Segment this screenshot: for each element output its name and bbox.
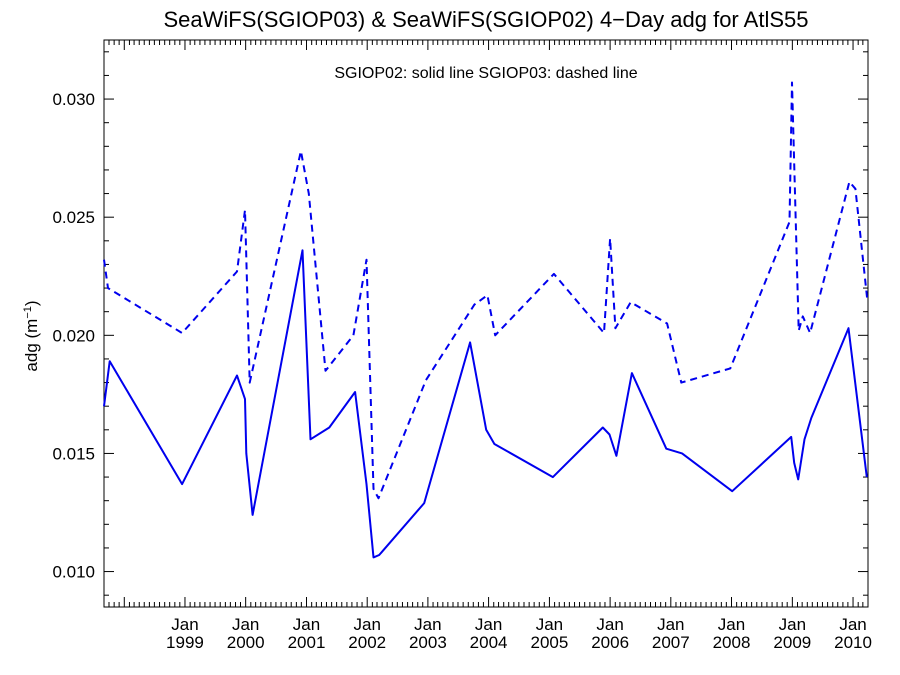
x-tick-month: Jan bbox=[839, 615, 866, 634]
y-axis-label: adg (m−1) bbox=[22, 300, 41, 371]
series-line-sgiop03 bbox=[103, 81, 869, 500]
y-axis-label-exponent: −1 bbox=[22, 306, 34, 319]
x-tick-year: 2002 bbox=[348, 633, 386, 652]
x-tick-label: Jan 2004 bbox=[470, 615, 508, 652]
x-tick-label: Jan 2006 bbox=[591, 615, 629, 652]
x-tick-month: Jan bbox=[353, 615, 380, 634]
x-tick-month: Jan bbox=[718, 615, 745, 634]
y-axis-label-close: ) bbox=[22, 300, 41, 306]
x-tick-year: 2009 bbox=[773, 633, 811, 652]
x-tick-year: 2003 bbox=[409, 633, 447, 652]
x-tick-month: Jan bbox=[779, 615, 806, 634]
x-tick-year: 2007 bbox=[652, 633, 690, 652]
y-tick-label: 0.015 bbox=[52, 444, 95, 463]
x-tick-label: Jan 2009 bbox=[773, 615, 811, 652]
series-layer bbox=[103, 81, 869, 559]
x-tick-label: Jan 2010 bbox=[834, 615, 872, 652]
x-tick-year: 2004 bbox=[470, 633, 508, 652]
x-tick-month: Jan bbox=[293, 615, 320, 634]
x-tick-year: 2001 bbox=[288, 633, 326, 652]
x-tick-month: Jan bbox=[414, 615, 441, 634]
x-tick-year: 2008 bbox=[713, 633, 751, 652]
y-axis-label-base: adg (m bbox=[22, 319, 41, 372]
x-tick-month: Jan bbox=[475, 615, 502, 634]
x-tick-year: 1999 bbox=[166, 633, 204, 652]
legend-note: SGIOP02: solid line SGIOP03: dashed line bbox=[334, 65, 637, 82]
x-tick-label: Jan 2008 bbox=[713, 615, 751, 652]
series-line-sgiop02 bbox=[103, 249, 868, 559]
x-tick-year: 2006 bbox=[591, 633, 629, 652]
x-tick-month: Jan bbox=[536, 615, 563, 634]
x-tick-label: Jan 2000 bbox=[227, 615, 265, 652]
plot-area-frame bbox=[103, 39, 869, 608]
chart-title: SeaWiFS(SGIOP03) & SeaWiFS(SGIOP02) 4−Da… bbox=[164, 7, 809, 32]
x-tick-label: Jan 2003 bbox=[409, 615, 447, 652]
x-tick-year: 2005 bbox=[531, 633, 569, 652]
x-tick-month: Jan bbox=[657, 615, 684, 634]
x-tick-month: Jan bbox=[171, 615, 198, 634]
x-tick-label: Jan 2007 bbox=[652, 615, 690, 652]
y-axis: 0.010 0.015 0.020 0.025 0.030 bbox=[52, 51, 868, 596]
y-tick-label: 0.010 bbox=[52, 563, 95, 582]
x-tick-month: Jan bbox=[232, 615, 259, 634]
y-tick-label: 0.025 bbox=[52, 208, 95, 227]
y-tick-label: 0.030 bbox=[52, 90, 95, 109]
x-tick-label: Jan 2005 bbox=[531, 615, 569, 652]
x-tick-label: Jan 2001 bbox=[288, 615, 326, 652]
x-tick-label: Jan 2002 bbox=[348, 615, 386, 652]
x-tick-year: 2000 bbox=[227, 633, 265, 652]
x-tick-year: 2010 bbox=[834, 633, 872, 652]
x-tick-month: Jan bbox=[596, 615, 623, 634]
y-tick-label: 0.020 bbox=[52, 326, 95, 345]
x-tick-label: Jan 1999 bbox=[166, 615, 204, 652]
